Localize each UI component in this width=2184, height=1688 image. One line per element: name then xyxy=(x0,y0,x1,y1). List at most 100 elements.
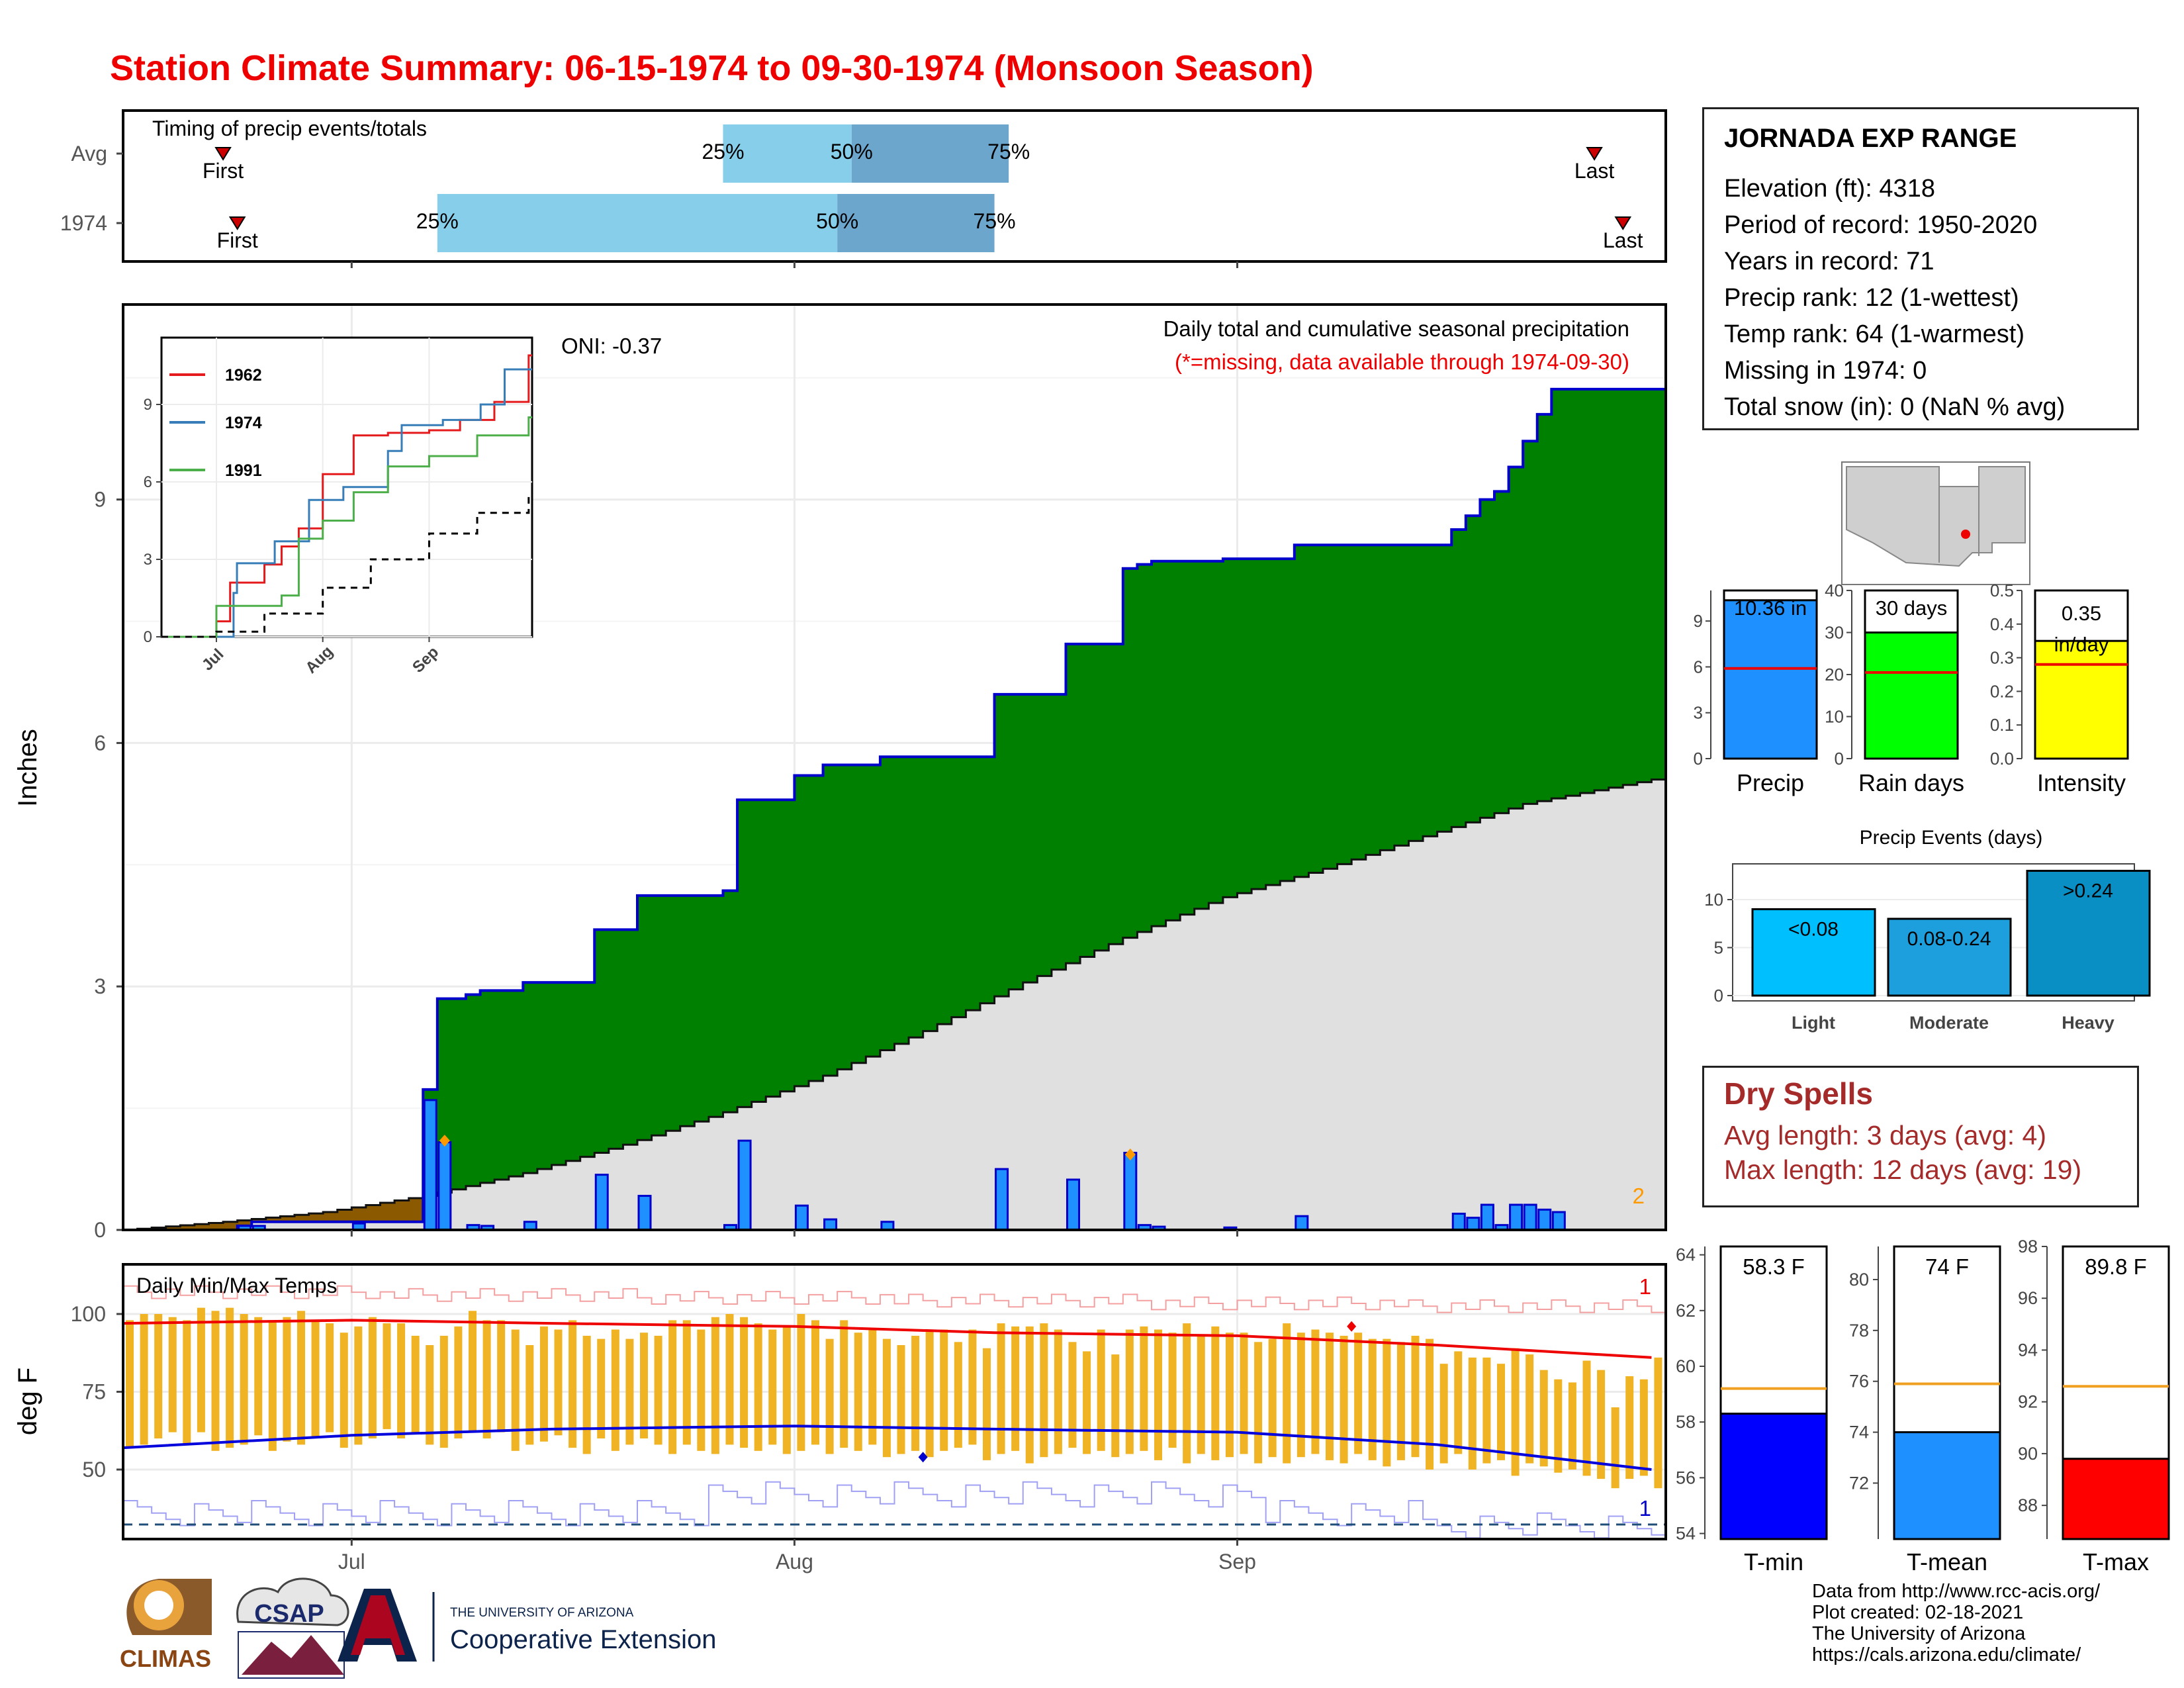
below-normal-area xyxy=(308,1213,324,1222)
timing-panel: 25% 50% 75% First Last Avg 25% 50% 75% First Last 1… xyxy=(60,109,1667,263)
avg-tmax-line xyxy=(122,1319,1652,1359)
daily-precip-bar xyxy=(1509,1203,1524,1231)
below-normal-area xyxy=(351,1207,367,1222)
temp-summary-value: 58.3 F xyxy=(1743,1254,1805,1279)
summary-y-tick-label: 30 xyxy=(1825,623,1844,643)
above-normal-area xyxy=(494,990,510,1180)
daily-temp-bar xyxy=(1111,1354,1120,1458)
above-normal-area xyxy=(666,895,681,1131)
daily-temp-bar xyxy=(1539,1370,1548,1467)
temp-summary-bar-t-min xyxy=(1719,1413,1828,1540)
daily-temp-bar xyxy=(254,1317,263,1436)
event-bar-light xyxy=(1751,908,1876,997)
daily-temp-bar xyxy=(1383,1338,1391,1467)
temp-panel: 50 75 100 Daily Min/Max Temps 1 1 deg F xyxy=(13,1263,1667,1540)
daily-temp-bar xyxy=(1426,1338,1434,1470)
page-title: Station Climate Summary: 06-15-1974 to 0… xyxy=(110,48,1314,88)
temp-summary-bar-t-mean xyxy=(1893,1431,2001,1540)
summary-y-tick-label: 6 xyxy=(1694,657,1703,677)
credit-line: Plot created: 02-18-2021 xyxy=(1812,1602,2024,1623)
events-title: Precip Events (days) xyxy=(1860,827,2043,849)
temp-frame xyxy=(122,1263,1667,1540)
above-normal-area xyxy=(1122,568,1138,938)
station-info-box: JORNADA EXP RANGE Elevation (ft): 4318 P… xyxy=(1702,107,2139,430)
daily-temp-bar xyxy=(1654,1357,1662,1489)
above-normal-area xyxy=(1280,559,1295,881)
temp-summary-y-tick-label: 62 xyxy=(1676,1301,1696,1321)
summary-bar-panels: 0 3 6 9 10.36 in Precip 0 10 20 30 40 30 days Rain d… xyxy=(1694,581,2129,796)
map-borders xyxy=(1938,487,1979,563)
last-label: Last xyxy=(1574,159,1615,183)
daily-precip-bar xyxy=(1295,1215,1309,1231)
summary-y-tick-label: 0.4 xyxy=(1990,614,2014,634)
daily-precip-bar xyxy=(437,1141,452,1231)
record-low-marker xyxy=(918,1452,928,1463)
above-normal-area xyxy=(1494,491,1510,814)
daily-temp-bar xyxy=(1268,1338,1277,1458)
daily-temp-bar xyxy=(1011,1326,1020,1451)
station-elevation: Elevation (ft): 4318 xyxy=(1724,175,1935,203)
daily-temp-bar xyxy=(454,1326,463,1438)
above-normal-area xyxy=(1423,545,1438,837)
daily-precip-bar xyxy=(423,1099,437,1231)
daily-temp-bar xyxy=(954,1342,962,1448)
temp-summary-y-tick-label: 96 xyxy=(2018,1288,2038,1308)
below-normal-area xyxy=(408,1198,424,1222)
daily-temp-bar xyxy=(925,1329,934,1458)
above-normal-area xyxy=(951,757,967,1017)
record-high-marker xyxy=(1347,1321,1357,1332)
summary-value-unit: in/day xyxy=(2054,633,2109,656)
above-normal-area xyxy=(637,895,653,1141)
temp-summary-y-tick-label: 58 xyxy=(1676,1412,1696,1432)
daily-temp-bar xyxy=(439,1335,448,1448)
daily-temp-bar xyxy=(482,1320,491,1438)
above-normal-area xyxy=(1394,545,1410,846)
precip-events-panel: Precip Events (days) 0 5 10 <0.08 Light 0.08-0… xyxy=(1704,827,2151,1033)
daily-temp-bar xyxy=(1368,1338,1377,1460)
x-tick-label: Jul xyxy=(338,1550,365,1573)
above-normal-area xyxy=(1051,694,1067,970)
daily-temp-bar xyxy=(711,1317,719,1454)
daily-temp-bar xyxy=(582,1335,591,1454)
inset-legend-label: 1962 xyxy=(225,366,262,385)
above-normal-area xyxy=(1009,694,1024,990)
summary-value: 0.35 xyxy=(2062,602,2101,625)
above-normal-area xyxy=(651,895,666,1136)
daily-temp-bar xyxy=(740,1317,749,1448)
normal-cumulative-line xyxy=(123,778,1666,1231)
daily-temp-bar xyxy=(1396,1342,1405,1460)
above-normal-area xyxy=(1152,561,1167,927)
above-normal-area xyxy=(780,800,796,1092)
daily-temp-bar xyxy=(1311,1329,1320,1454)
daily-temp-bar xyxy=(1582,1360,1591,1476)
first-label: First xyxy=(217,228,258,252)
events-y-tick-label: 5 xyxy=(1714,938,1723,958)
event-bar-label: 0.08-0.24 xyxy=(1907,928,1991,950)
above-normal-area xyxy=(508,990,523,1177)
daily-temp-bar xyxy=(539,1326,548,1442)
above-normal-area xyxy=(1337,545,1352,865)
daily-temp-bar xyxy=(754,1323,762,1451)
above-normal-area xyxy=(1180,561,1195,915)
last-label: Last xyxy=(1603,228,1643,252)
timing-row-label: Avg xyxy=(71,142,107,165)
daily-precip-bar xyxy=(1466,1217,1480,1231)
station-missing: Missing in 1974: 0 xyxy=(1724,357,1927,385)
above-normal-area xyxy=(451,998,467,1190)
above-normal-area xyxy=(1451,529,1467,827)
summary-y-tick-label: 0 xyxy=(1835,749,1844,769)
above-normal-area xyxy=(694,895,709,1122)
temp-y-tick-label: 75 xyxy=(82,1380,106,1404)
event-category-label: Light xyxy=(1792,1013,1835,1033)
summary-y-tick-label: 40 xyxy=(1825,581,1844,600)
station-temp-rank: Temp rank: 64 (1-warmest) xyxy=(1724,320,2025,348)
temp-summary-y-tick-label: 74 xyxy=(1849,1423,1869,1442)
above-normal-area xyxy=(1608,389,1623,788)
inset-y-tick-label: 6 xyxy=(144,473,152,491)
above-normal-area xyxy=(851,765,866,1063)
daily-precip-bar xyxy=(1537,1208,1552,1231)
below-normal-area xyxy=(208,1223,224,1230)
above-normal-area xyxy=(723,890,738,1113)
summary-label: Precip xyxy=(1737,769,1804,796)
